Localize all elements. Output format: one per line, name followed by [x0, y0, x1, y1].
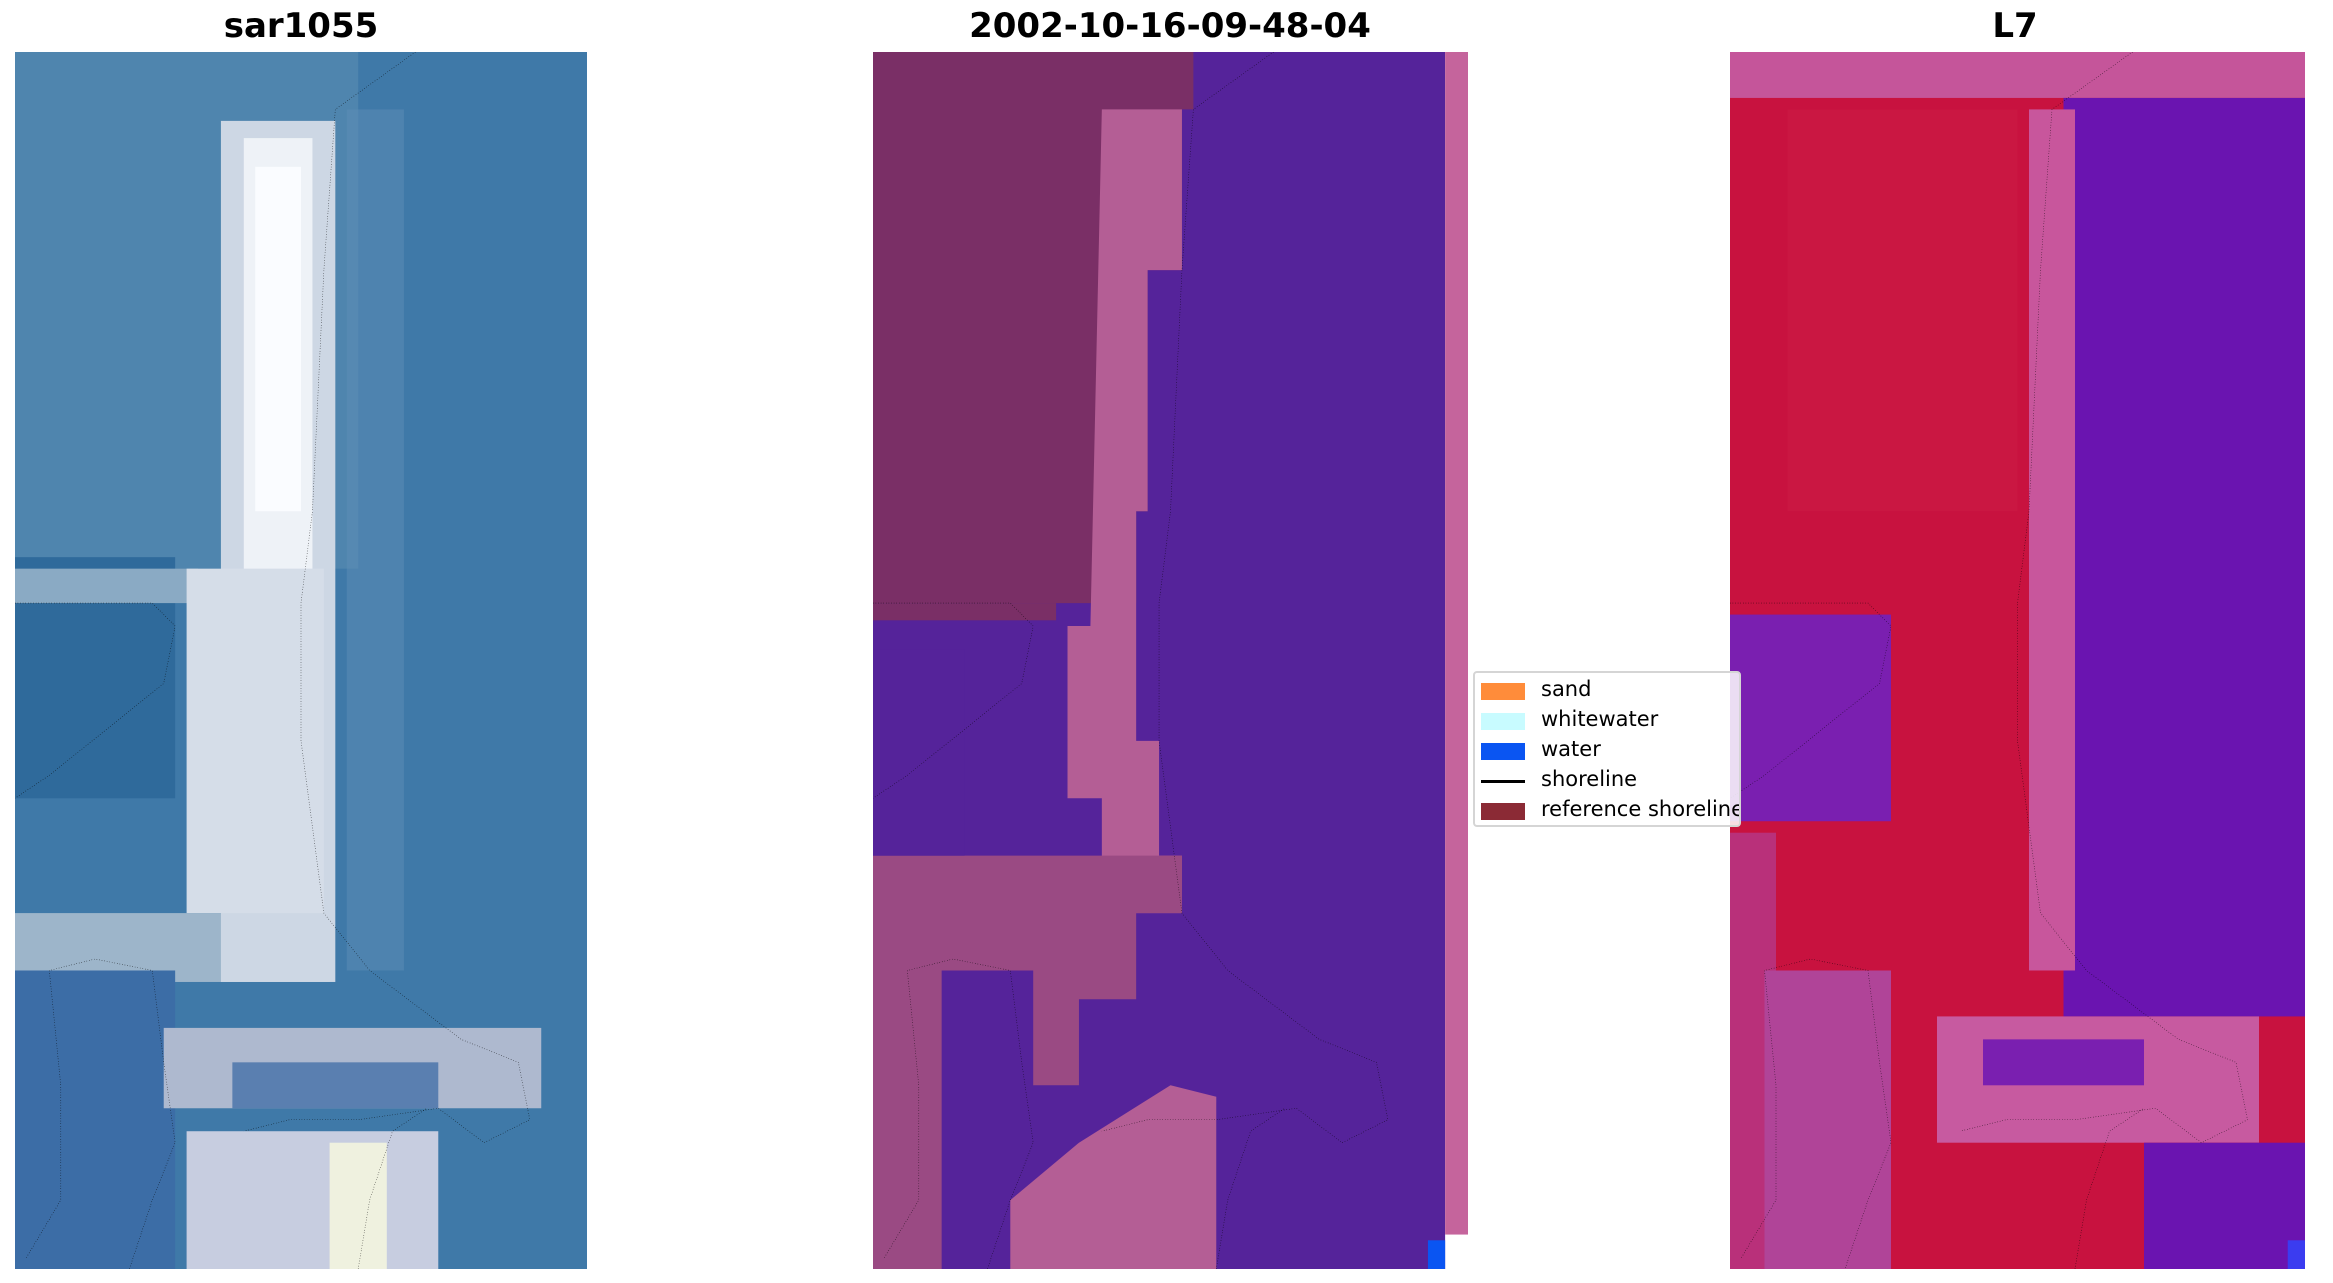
rgb-image-panel: [15, 52, 587, 1269]
legend-label-water: water: [1541, 737, 1601, 761]
sand-swatch: [1481, 683, 1525, 700]
classified-image-panel: [873, 52, 1468, 1269]
classified-image: [873, 52, 1468, 1269]
water-swatch: [1481, 743, 1525, 760]
shoreline-dots-2: [1730, 603, 1891, 798]
shoreline-line-swatch: [1481, 780, 1525, 783]
shoreline-dots-2: [873, 603, 1033, 798]
legend-label-whitewater: whitewater: [1541, 707, 1659, 731]
shoreline-dots-2: [15, 603, 175, 798]
legend-label-shoreline: shoreline: [1541, 767, 1638, 791]
panel-title-2: 2002-10-16-09-48-04: [969, 6, 1371, 46]
panel-title-1: sar1055: [223, 6, 379, 46]
legend-label-reference-shoreline: reference shoreline: [1541, 797, 1741, 821]
legend-label-sand: sand: [1541, 677, 1592, 701]
whitewater-swatch: [1481, 713, 1525, 730]
reference-shoreline-swatch: [1481, 803, 1525, 820]
panel-title-3: L7: [1992, 6, 2038, 46]
index-image-panel: [1730, 52, 2305, 1269]
index-image: [1730, 52, 2305, 1269]
legend: sand whitewater water shoreline referenc…: [1473, 671, 1741, 827]
rgb-image: [15, 52, 587, 1269]
